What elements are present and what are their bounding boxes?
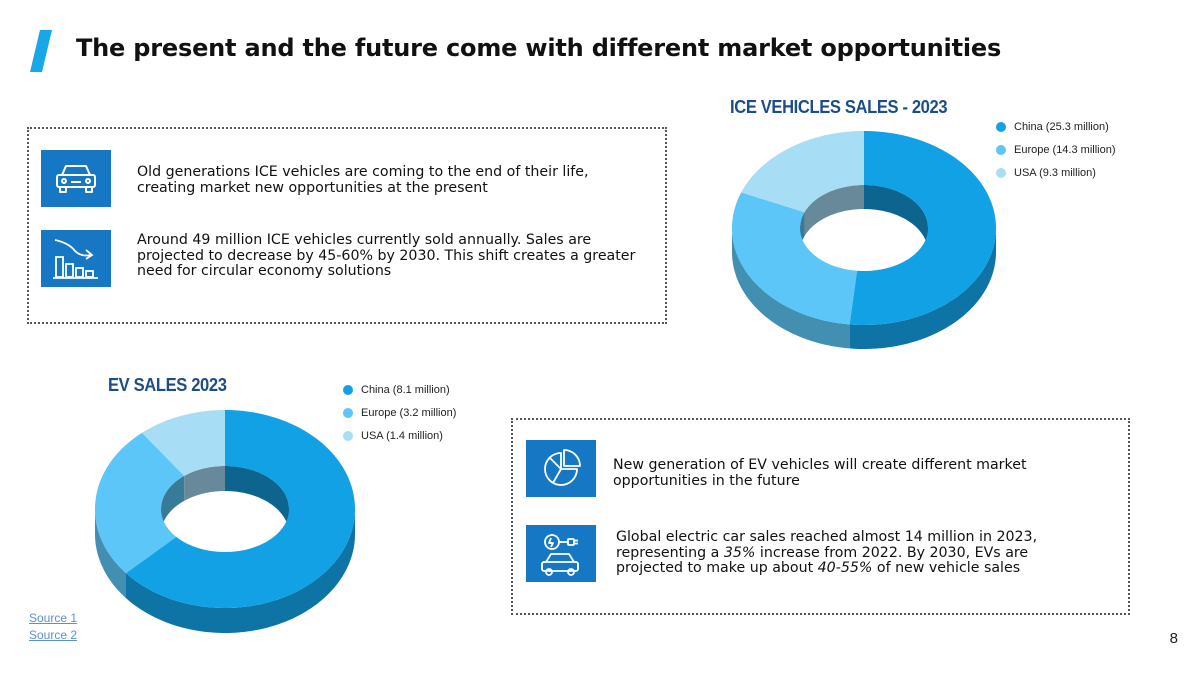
donut-slice-europe <box>732 192 858 325</box>
legend-swatch <box>343 384 353 395</box>
legend-label: China (25.3 million) <box>1014 120 1109 133</box>
ev-opportunities-text: New generation of EV vehicles will creat… <box>613 457 1027 489</box>
ev-growth-text-part: increase from 2022. By 2030, EVs are pro… <box>616 544 1029 576</box>
ice-donut-chart <box>732 131 996 349</box>
legend-item-usa: USA (1.4 million) <box>343 424 456 447</box>
donut-slice-europe <box>95 432 185 574</box>
legend-swatch <box>343 407 353 418</box>
ev-charging-car-icon <box>526 525 596 582</box>
legend-swatch <box>996 167 1006 178</box>
source-link-2[interactable]: Source 2 <box>29 628 78 642</box>
donut-slice-china <box>849 131 996 325</box>
pie-chart-icon <box>526 440 596 497</box>
ice-sales-decline-text: Around 49 million ICE vehicles currently… <box>137 232 636 279</box>
donut-slice-usa <box>141 410 225 476</box>
ice-end-of-life-text: Old generations ICE vehicles are coming … <box>137 164 589 196</box>
donut-inner-wall-china <box>225 466 289 534</box>
donut-inner-wall-china <box>864 185 928 252</box>
legend-swatch <box>996 144 1006 155</box>
donut-slice-usa <box>741 131 864 213</box>
donut-side-china <box>849 228 996 349</box>
car-icon <box>41 150 111 207</box>
legend-item-china: China (8.1 million) <box>343 378 456 401</box>
ev-chart-title: EV SALES 2023 <box>108 375 227 395</box>
ev-growth-text-part: of new vehicle sales <box>872 560 1021 576</box>
donut-side-europe <box>95 509 126 599</box>
legend-label: Europe (14.3 million) <box>1014 143 1116 156</box>
page-number: 8 <box>1169 630 1178 647</box>
ice-info-panel <box>27 127 667 324</box>
legend-label: USA (9.3 million) <box>1014 166 1096 179</box>
donut-slice-china <box>125 410 355 608</box>
donut-side-china <box>125 509 355 633</box>
legend-label: Europe (3.2 million) <box>361 406 457 419</box>
ev-sales-growth-text: Global electric car sales reached almost… <box>616 529 1096 577</box>
title-accent-slash <box>30 30 52 72</box>
slide-title: The present and the future come with dif… <box>76 34 1002 62</box>
legend-item-europe: Europe (3.2 million) <box>343 401 456 424</box>
ev-donut-chart <box>95 410 355 633</box>
legend-label: China (8.1 million) <box>361 383 450 396</box>
legend-item-china: China (25.3 million) <box>996 115 1116 138</box>
ev-share-range: 40-55% <box>817 560 873 576</box>
legend-swatch <box>996 121 1006 132</box>
ice-chart-legend: China (25.3 million) Europe (14.3 millio… <box>996 115 1116 184</box>
declining-bar-chart-icon <box>41 230 111 287</box>
legend-swatch <box>343 430 353 441</box>
ev-growth-percentage: 35% <box>723 544 756 561</box>
donut-inner-wall-usa <box>184 466 225 501</box>
legend-label: USA (1.4 million) <box>361 429 443 442</box>
legend-item-usa: USA (9.3 million) <box>996 161 1116 184</box>
legend-item-europe: Europe (14.3 million) <box>996 138 1116 161</box>
source-link-1[interactable]: Source 1 <box>29 611 78 625</box>
ice-chart-title: ICE VEHICLES SALES - 2023 <box>730 97 948 117</box>
donut-inner-wall-europe <box>161 475 185 534</box>
ev-info-panel <box>511 418 1130 615</box>
ev-chart-legend: China (8.1 million) Europe (3.2 million)… <box>343 378 456 447</box>
ev-growth-text-part: Global electric car sales reached almost… <box>616 529 1038 561</box>
sources: Source 1 Source 2 <box>29 610 77 644</box>
donut-side-europe <box>732 228 850 349</box>
donut-inner-wall-usa <box>804 185 864 237</box>
